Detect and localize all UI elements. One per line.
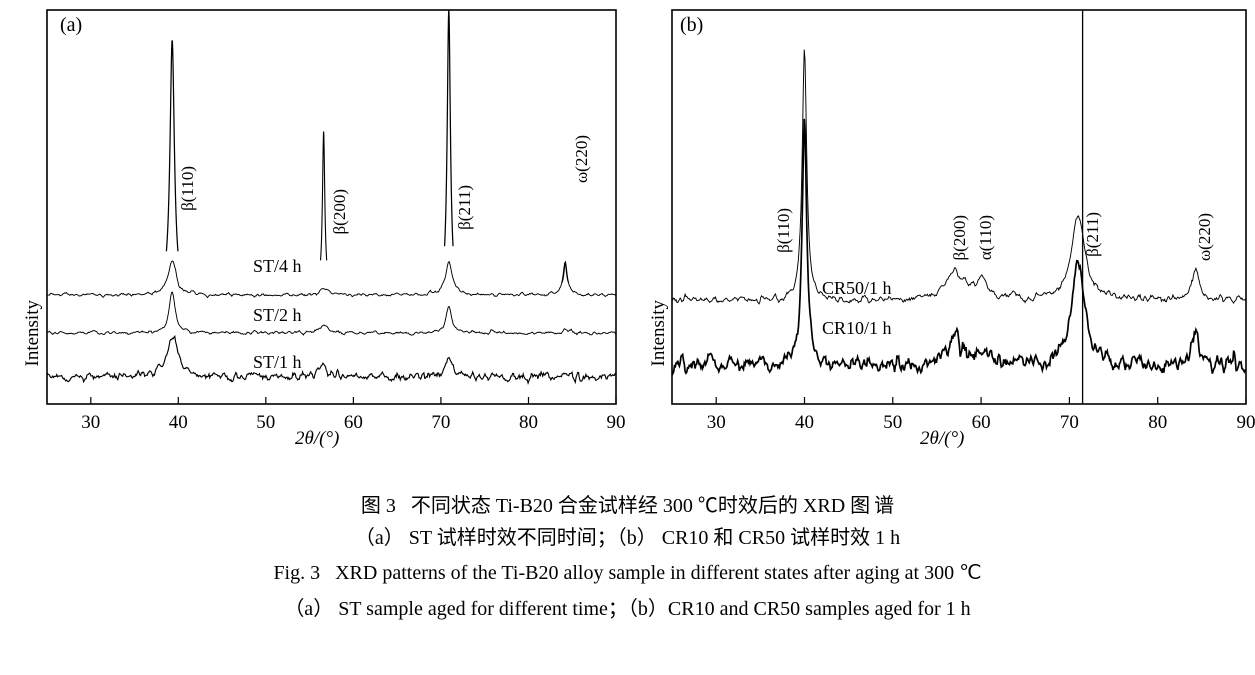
svg-text:50: 50 [256,412,275,433]
svg-text:80: 80 [1148,412,1167,433]
svg-text:90: 90 [607,412,626,433]
svg-text:70: 70 [1060,412,1079,433]
svg-text:30: 30 [707,412,726,433]
svg-text:60: 60 [344,412,363,433]
svg-text:70: 70 [431,412,450,433]
svg-text:30: 30 [81,412,100,433]
svg-text:80: 80 [519,412,538,433]
svg-text:90: 90 [1237,412,1255,433]
svg-text:60: 60 [972,412,991,433]
svg-text:50: 50 [883,412,902,433]
svg-text:40: 40 [795,412,814,433]
svg-text:40: 40 [169,412,188,433]
